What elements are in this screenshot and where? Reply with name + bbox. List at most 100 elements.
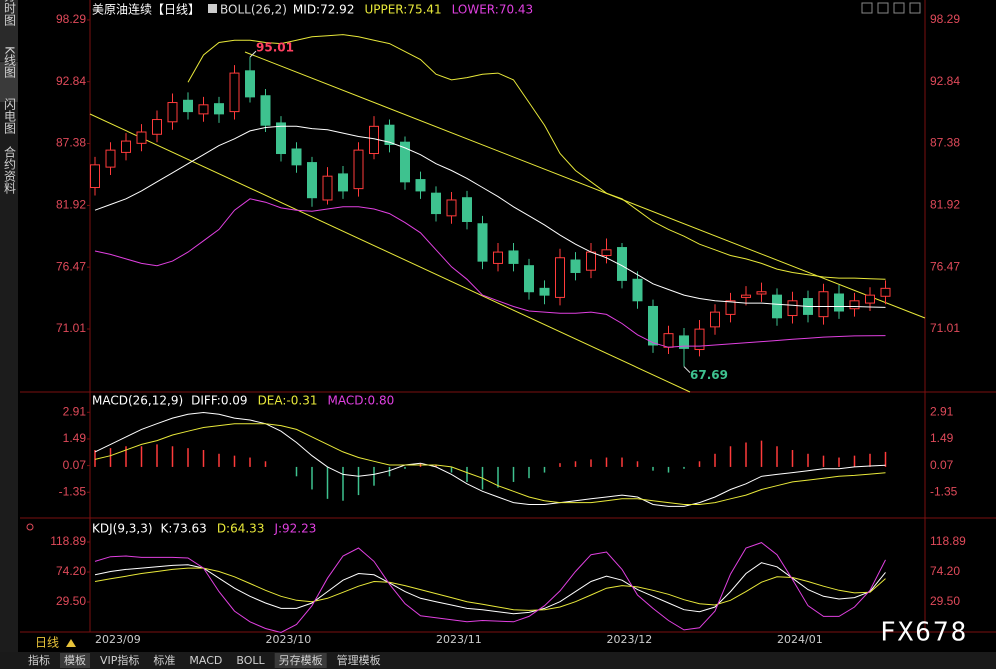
y-tick-label: 74.20 — [56, 564, 86, 578]
candle-body — [384, 124, 395, 145]
candle-body — [291, 148, 302, 166]
candle-body — [322, 175, 333, 201]
panel-icon — [26, 523, 34, 531]
candle-body — [415, 179, 426, 192]
y-tick-label: 71.01 — [56, 321, 86, 335]
period[interactable]: 日线 — [35, 636, 59, 650]
toolbar-tab-active — [60, 653, 90, 668]
sidebar-tab[interactable]: 闪电图 — [3, 98, 17, 134]
toolbar-tab-active — [274, 653, 327, 668]
candle-body — [121, 140, 131, 153]
y-tick-label: 98.29 — [56, 12, 86, 26]
candle-body — [307, 162, 317, 199]
indicator-line — [94, 567, 886, 611]
x-tick-label: 2023/11 — [436, 633, 482, 646]
annotation-leader — [249, 50, 257, 58]
candle-body — [152, 119, 162, 135]
y-tick-label: 71.01 — [930, 321, 960, 335]
candle-body — [756, 291, 767, 295]
indicator-icon — [208, 4, 217, 13]
y-tick-label: 1.49 — [930, 431, 954, 445]
y-tick-label: 1.49 — [63, 431, 87, 445]
candle-body — [477, 223, 488, 262]
y-tick-label: 118.89 — [930, 534, 966, 548]
toolbar-tab[interactable]: 模板 — [64, 653, 86, 667]
annotation: 95.01 — [256, 41, 294, 55]
tab-bg-active — [0, 62, 18, 102]
candle-body — [880, 287, 891, 297]
candle-body — [632, 278, 643, 302]
y-tick-label: 2.91 — [63, 404, 87, 418]
candle-body — [183, 99, 193, 113]
candle-body — [663, 333, 674, 348]
candle-body — [245, 70, 255, 98]
toolbar-tab[interactable]: 指标 — [28, 653, 50, 667]
indicator-value: K:73.63 — [161, 522, 207, 536]
sidebar-tab[interactable]: K线图 — [3, 46, 17, 78]
candle-body — [741, 294, 751, 298]
toolbar — [0, 652, 996, 669]
indicator-value: LOWER:70.43 — [452, 3, 534, 17]
toolbar-tab[interactable]: VIP指标 — [100, 653, 139, 667]
indicator-line — [94, 125, 886, 308]
y-tick-label: 0.07 — [63, 458, 87, 472]
tab-bg — [0, 0, 18, 61]
y-tick-label: 92.84 — [930, 74, 960, 88]
y-tick-label: 0.07 — [930, 458, 954, 472]
y-tick-label: 81.92 — [930, 198, 960, 212]
indicator-title: KDJ(9,3,3) — [92, 522, 153, 536]
x-tick-label: 2023/12 — [607, 633, 653, 646]
y-tick-label: 29.50 — [930, 594, 960, 608]
toolbar-tab[interactable]: 管理模板 — [337, 653, 381, 667]
candle-body — [400, 141, 410, 183]
toolbar-tab[interactable]: BOLL — [236, 654, 265, 667]
y-tick-label: 29.50 — [56, 594, 86, 608]
y-tick-label: 2.91 — [930, 404, 954, 418]
trend-channel — [89, 51, 926, 393]
toolbar-tab[interactable]: 标准 — [153, 653, 175, 667]
candle-body — [710, 311, 720, 328]
candle-body — [617, 247, 627, 281]
y-tick-label: -1.35 — [59, 484, 87, 498]
toolbar-tab[interactable]: MACD — [189, 654, 222, 667]
indicator-value: DEA:-0.31 — [258, 394, 318, 408]
y-tick-label: 81.92 — [56, 198, 86, 212]
y-tick-label: -1.35 — [930, 484, 958, 498]
candle-body — [214, 103, 224, 115]
candle-body — [865, 294, 875, 304]
candle-body — [818, 291, 829, 318]
candle-body — [431, 192, 441, 215]
candle-body — [648, 305, 658, 346]
toolbar-tab[interactable]: 另存模板 — [279, 653, 323, 667]
indicator-name: BOLL(26,2) — [220, 3, 287, 17]
candle-body — [462, 197, 472, 222]
candle-body — [260, 95, 271, 126]
candle-body — [338, 173, 348, 192]
candle-body — [725, 300, 736, 315]
indicator-value: MID:72.92 — [293, 3, 355, 17]
candle-body — [772, 294, 782, 319]
indicator-title: MACD(26,12,9) — [92, 394, 183, 408]
candle-body — [136, 131, 147, 144]
y-tick-label: 87.38 — [56, 136, 86, 150]
candle-body — [787, 300, 798, 317]
period-arrow — [66, 639, 76, 647]
sidebar-tab[interactable]: 合约资料 — [3, 145, 17, 194]
indicator-value: DIFF:0.09 — [191, 394, 247, 408]
candle-body — [555, 257, 565, 298]
indicator-value: MACD:0.80 — [327, 394, 394, 408]
candle-body — [694, 328, 705, 351]
indicator-line — [94, 198, 886, 348]
candle-body — [198, 104, 209, 115]
candle-body — [834, 293, 844, 312]
y-tick-label: 98.29 — [930, 12, 960, 26]
indicator-line — [94, 562, 886, 615]
candle-body — [679, 335, 689, 349]
window-icons[interactable] — [861, 2, 921, 14]
annotation-leader — [683, 366, 691, 373]
sidebar-tab[interactable]: 分时图 — [3, 0, 17, 26]
candle-body — [539, 287, 550, 296]
candle-body — [508, 250, 519, 264]
